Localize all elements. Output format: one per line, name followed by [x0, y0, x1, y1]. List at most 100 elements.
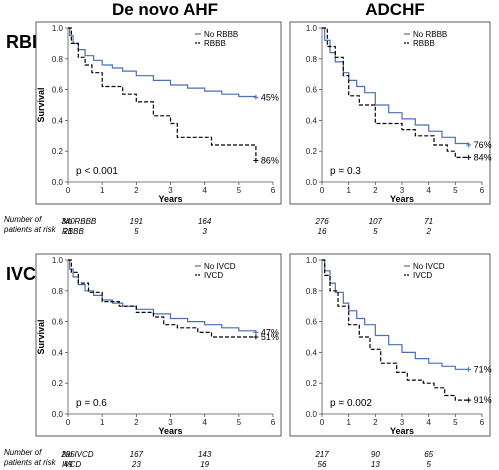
y-tick-label: 0.0	[52, 410, 64, 419]
risk-count: 21	[63, 227, 73, 236]
risk-count: 23	[131, 460, 141, 469]
y-tick-label: 1.0	[306, 24, 318, 33]
p-value: p = 0.002	[330, 398, 372, 409]
end-label-no-ivcd: 71%	[474, 364, 492, 374]
panel-frame	[35, 21, 282, 205]
censor-mark-rbbb	[253, 157, 259, 163]
x-tick-label: 5	[237, 418, 242, 427]
risk-row-label-ivcd: IVCD	[62, 460, 81, 469]
risk-count: 340	[61, 217, 75, 226]
risk-count: 143	[198, 450, 212, 459]
risk-count: 2	[425, 227, 431, 236]
x-tick-label: 0	[320, 186, 325, 195]
x-tick-label: 2	[373, 418, 378, 427]
risk-table-label-line1-bottom: Number of	[4, 448, 42, 457]
y-tick-label: 0.6	[52, 86, 64, 95]
x-tick-label: 4	[426, 418, 431, 427]
km-panel-ivcd-adchf: 0 1 2 3 4 5 6 0.0 0.2 0.4 0.6 0.8 1.0 Years 71% 91% No I…	[289, 253, 492, 437]
risk-count: 19	[200, 460, 209, 469]
legend-label-ivcd: IVCD	[204, 271, 223, 280]
risk-count: 5	[426, 460, 431, 469]
column-title-adchf: ADCHF	[365, 0, 425, 19]
legend-label-rbbb: RBBB	[413, 39, 435, 48]
risk-count: 167	[130, 450, 144, 459]
y-tick-label: 1.0	[52, 24, 64, 33]
y-tick-label: 0.4	[306, 348, 318, 357]
x-tick-label: 3	[168, 186, 173, 195]
x-tick-label: 1	[346, 186, 351, 195]
km-curve-ivcd	[322, 259, 469, 401]
legend-label-no-ivcd: No IVCD	[204, 262, 236, 271]
risk-count: 5	[134, 227, 139, 236]
x-axis-label: Years	[158, 426, 182, 436]
x-tick-label: 2	[134, 418, 139, 427]
risk-table-label-line2: patients at risk	[3, 225, 57, 234]
x-tick-label: 6	[271, 418, 276, 427]
x-tick-label: 1	[100, 186, 105, 195]
risk-count: 49	[64, 460, 73, 469]
risk-count: 13	[371, 460, 380, 469]
x-axis-label: Years	[390, 426, 414, 436]
x-tick-label: 0	[320, 418, 325, 427]
legend-label-rbbb: RBBB	[204, 39, 226, 48]
p-value: p = 0.6	[76, 398, 107, 409]
risk-count: 16	[318, 227, 327, 236]
y-tick-label: 0.2	[52, 379, 64, 388]
legend-label-ivcd: IVCD	[413, 271, 432, 280]
km-curve-rbbb	[322, 27, 469, 158]
y-tick-label: 0.0	[52, 178, 64, 187]
y-axis-label: Survival	[36, 319, 46, 354]
x-tick-label: 3	[168, 418, 173, 427]
y-axis-label: Survival	[36, 87, 46, 122]
risk-count: 295	[60, 450, 75, 459]
km-curve-rbbb	[68, 27, 257, 161]
km-panel-rbbb-de-novo-ahf: 0 1 2 3 4 5 6 0.0 0.2 0.4 0.6 0.8 1.0 Years Survival 45…	[35, 21, 282, 205]
km-panel-ivcd-de-novo-ahf: 0 1 2 3 4 5 6 0.0 0.2 0.4 0.6 0.8 1.0 Years Survival 47…	[35, 253, 282, 437]
y-tick-label: 0.6	[306, 318, 318, 327]
y-tick-label: 0.6	[306, 86, 318, 95]
risk-count: 3	[202, 227, 207, 236]
x-axis-label: Years	[158, 194, 182, 204]
end-label-rbbb: 86%	[261, 155, 279, 165]
p-value: p = 0.3	[330, 166, 361, 177]
risk-count: 191	[130, 217, 143, 226]
panel-frame	[35, 253, 282, 437]
x-tick-label: 3	[400, 186, 405, 195]
end-label-ivcd: 91%	[474, 395, 492, 405]
censor-mark-no-rbbb	[253, 94, 259, 100]
km-curve-ivcd	[68, 259, 256, 338]
km-curve-no-ivcd	[68, 259, 257, 333]
censor-mark-no-ivcd	[253, 329, 259, 335]
risk-row-label-no-rbbb: No RBBB	[62, 217, 97, 226]
end-label-no-rbbb: 45%	[261, 92, 279, 102]
risk-count: 56	[318, 460, 327, 469]
y-tick-label: 0.8	[306, 55, 318, 64]
y-tick-label: 1.0	[306, 256, 318, 265]
y-tick-label: 0.8	[52, 287, 64, 296]
x-tick-label: 5	[453, 186, 458, 195]
km-curve-no-ivcd	[322, 259, 469, 370]
x-tick-label: 1	[100, 418, 105, 427]
y-tick-label: 0.6	[52, 318, 64, 327]
y-tick-label: 0.2	[306, 147, 318, 156]
legend-label-no-rbbb: No RBBB	[413, 30, 447, 39]
y-tick-label: 0.4	[306, 116, 318, 125]
x-tick-label: 4	[426, 186, 431, 195]
risk-row-label-rbbb: RBBB	[62, 227, 84, 236]
risk-table-label-line2-bottom: patients at risk	[3, 458, 57, 467]
x-axis-label: Years	[390, 194, 414, 204]
risk-count: 90	[371, 450, 380, 459]
censor-mark-no-ivcd	[466, 366, 472, 372]
end-label-no-rbbb: 76%	[474, 140, 492, 150]
x-tick-label: 0	[66, 418, 71, 427]
censor-mark-no-rbbb	[466, 142, 472, 148]
risk-count: 217	[314, 450, 329, 459]
risk-row-label-no-ivcd: No IVCD	[62, 450, 94, 459]
x-tick-label: 2	[134, 186, 139, 195]
legend-label-no-ivcd: No IVCD	[413, 262, 445, 271]
risk-count: 107	[369, 217, 383, 226]
p-value: p < 0.001	[76, 166, 118, 177]
